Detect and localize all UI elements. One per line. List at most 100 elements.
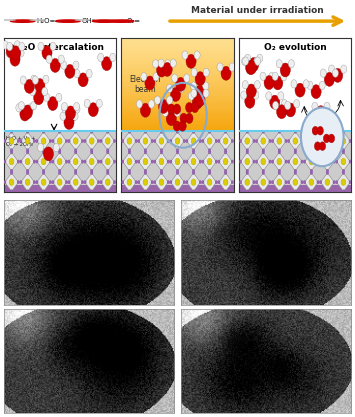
Circle shape [157, 63, 167, 77]
Polygon shape [101, 152, 115, 171]
Circle shape [160, 151, 163, 154]
Polygon shape [273, 132, 286, 150]
Bar [121, 117, 234, 119]
Circle shape [127, 158, 132, 165]
Circle shape [10, 171, 13, 175]
Circle shape [17, 160, 20, 163]
Text: H₂O intercalation: H₂O intercalation [16, 43, 104, 53]
Circle shape [6, 49, 12, 57]
Circle shape [270, 95, 280, 109]
Circle shape [186, 181, 188, 184]
Circle shape [174, 108, 180, 117]
Circle shape [261, 138, 266, 144]
Circle shape [224, 171, 227, 175]
Circle shape [84, 99, 90, 108]
Circle shape [218, 139, 220, 143]
Circle shape [160, 130, 163, 133]
Circle shape [159, 158, 164, 165]
Circle shape [273, 101, 279, 110]
Circle shape [89, 138, 94, 144]
Circle shape [143, 138, 148, 144]
Circle shape [310, 151, 313, 154]
FancyBboxPatch shape [121, 131, 234, 193]
Polygon shape [219, 152, 232, 171]
Polygon shape [53, 173, 66, 191]
Circle shape [271, 139, 274, 143]
Circle shape [333, 181, 335, 184]
Circle shape [102, 57, 112, 70]
Circle shape [26, 130, 29, 133]
Circle shape [294, 151, 296, 154]
Bar [121, 70, 234, 73]
FancyBboxPatch shape [239, 185, 351, 193]
Circle shape [326, 169, 329, 173]
Circle shape [106, 190, 109, 193]
Circle shape [294, 148, 296, 152]
Circle shape [182, 51, 188, 59]
Circle shape [325, 179, 330, 186]
Circle shape [294, 169, 296, 173]
Circle shape [215, 160, 218, 163]
Bar [121, 80, 234, 82]
Circle shape [135, 160, 137, 163]
Circle shape [11, 20, 35, 22]
Circle shape [277, 105, 287, 119]
Circle shape [342, 169, 345, 173]
Circle shape [208, 148, 211, 152]
Circle shape [106, 171, 109, 175]
Polygon shape [187, 152, 200, 171]
Circle shape [319, 81, 325, 90]
Circle shape [28, 103, 34, 112]
Bar [121, 82, 234, 84]
Circle shape [57, 158, 62, 165]
Circle shape [246, 61, 256, 75]
Circle shape [192, 95, 202, 109]
Circle shape [128, 169, 131, 173]
Circle shape [49, 139, 51, 143]
Circle shape [160, 190, 163, 193]
Circle shape [294, 190, 296, 193]
Bar [121, 119, 234, 121]
Circle shape [75, 148, 77, 152]
Circle shape [310, 130, 313, 133]
Polygon shape [5, 132, 18, 150]
Circle shape [183, 181, 185, 184]
Circle shape [176, 130, 179, 133]
Circle shape [183, 160, 185, 163]
Circle shape [307, 81, 313, 90]
Circle shape [208, 151, 211, 154]
Bar [121, 66, 234, 68]
Circle shape [191, 158, 196, 165]
Circle shape [326, 151, 329, 154]
Circle shape [186, 113, 193, 123]
Circle shape [224, 151, 227, 154]
Circle shape [61, 103, 67, 111]
Circle shape [10, 190, 13, 193]
Circle shape [105, 179, 110, 186]
Circle shape [33, 160, 36, 163]
Circle shape [288, 181, 290, 184]
Circle shape [326, 148, 329, 152]
Circle shape [264, 75, 274, 90]
Circle shape [202, 181, 204, 184]
Circle shape [75, 190, 77, 193]
Bar [121, 128, 234, 131]
Circle shape [326, 171, 329, 175]
Circle shape [137, 181, 140, 184]
Circle shape [68, 160, 70, 163]
Polygon shape [53, 152, 66, 171]
Circle shape [9, 158, 14, 165]
Circle shape [173, 104, 181, 114]
Bar [121, 84, 234, 87]
Polygon shape [203, 173, 216, 191]
Circle shape [167, 160, 169, 163]
Circle shape [215, 139, 218, 143]
Circle shape [113, 181, 116, 184]
Circle shape [17, 139, 20, 143]
Circle shape [144, 171, 147, 175]
Polygon shape [85, 132, 98, 150]
Polygon shape [123, 132, 136, 150]
Circle shape [162, 108, 168, 117]
Circle shape [191, 68, 197, 77]
Circle shape [153, 139, 156, 143]
